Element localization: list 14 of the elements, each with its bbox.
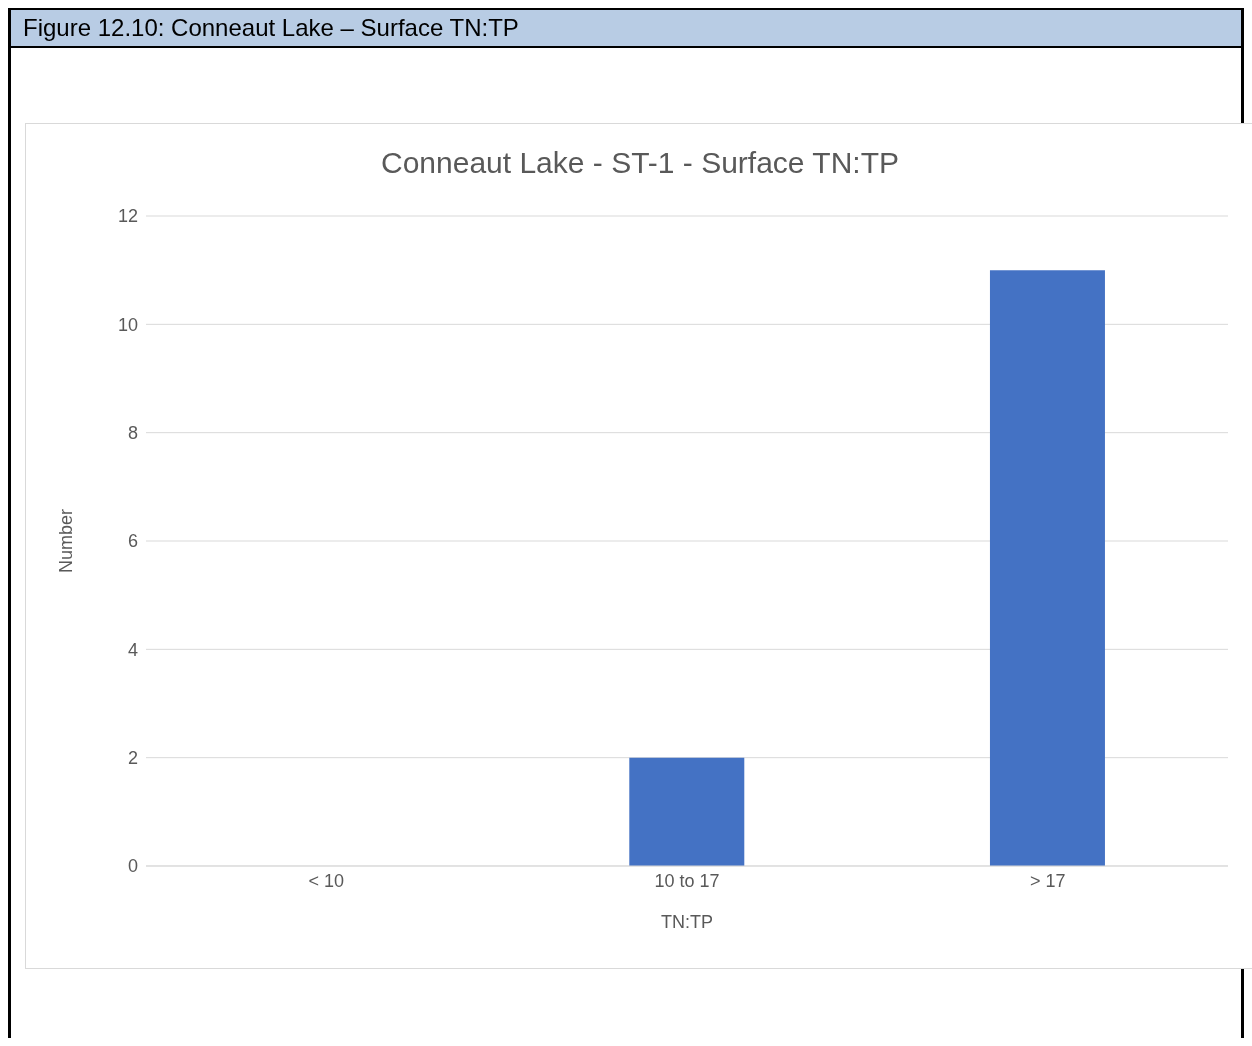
- y-tick-label: 8: [127, 423, 138, 444]
- x-tick-label: < 10: [308, 870, 345, 891]
- chart-title: Figure 12.10: Conneaut Lake – Surface TN:TP: [11, 8, 1241, 48]
- x-tick-label: 10 to 17: [654, 870, 720, 891]
- y-tick-label: 12: [117, 206, 138, 227]
- y-tick-label: 0: [127, 856, 138, 877]
- y-tick-label: 6: [127, 531, 138, 552]
- y-tick-label: 10: [117, 314, 138, 335]
- x-tick-label: > 17: [1029, 870, 1066, 891]
- chart-subtitle: Conneaut Lake - ST-1 - Surface TN:TP: [380, 146, 900, 181]
- y-tick-label: 4: [127, 639, 138, 660]
- y-tick-label: 2: [127, 748, 138, 769]
- x-axis-title: TN:TP: [661, 912, 713, 932]
- y-axis-title: Number: [56, 508, 77, 574]
